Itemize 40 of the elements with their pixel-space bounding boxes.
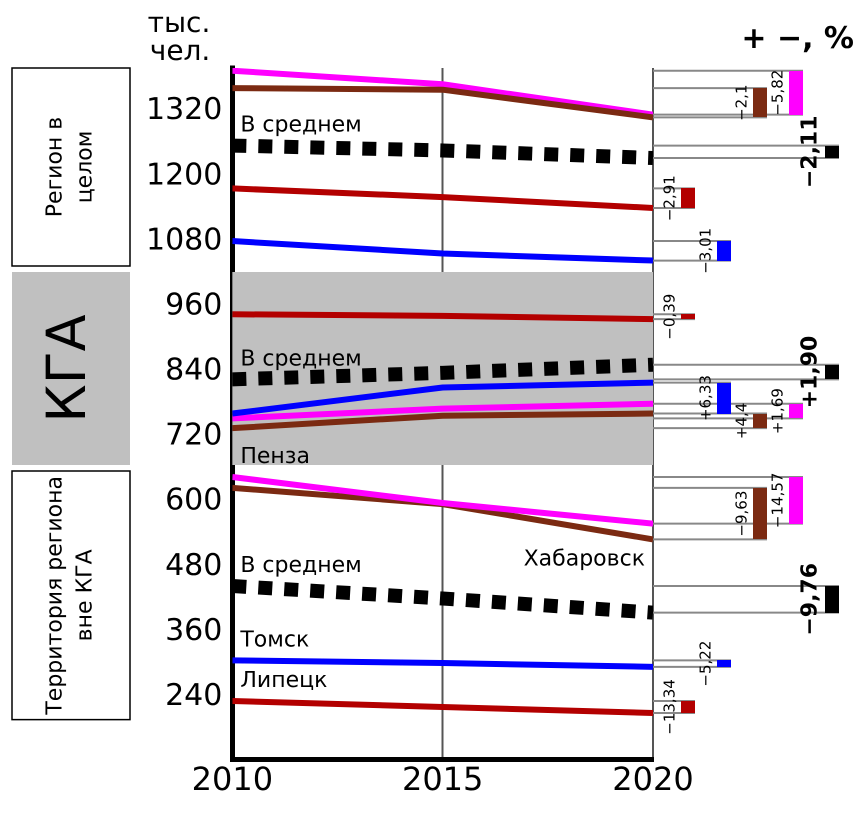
y-tick-label: 360 — [165, 612, 222, 648]
text: −3,01 — [696, 228, 714, 274]
series-label: В среднем — [240, 112, 362, 138]
text: + −, % — [741, 21, 854, 56]
text: Регион в целом — [42, 116, 98, 218]
y-tick-label: 840 — [165, 352, 222, 388]
y-tick-label: 720 — [165, 418, 222, 453]
text: −5,22 — [696, 640, 714, 687]
band-label: КГА — [35, 314, 98, 423]
text: −9,63 — [732, 490, 750, 537]
y-tick-label: 480 — [165, 548, 222, 583]
text: −2,1 — [732, 84, 750, 121]
y-tick-label: 1320 — [146, 92, 222, 128]
text: −2,91 — [660, 175, 678, 222]
x-tick-label: 2020 — [612, 760, 694, 798]
text: −14,57 — [768, 472, 786, 528]
text: +4,4 — [732, 402, 750, 440]
series-label: В среднем — [240, 553, 362, 578]
y-tick-label: 960 — [165, 287, 222, 322]
text: +1,90 — [798, 336, 823, 408]
x-tick-label: 2010 — [192, 760, 274, 798]
text: Территория региона вне КГА — [42, 476, 98, 716]
series-label: Пенза — [240, 444, 310, 469]
text: +6,33 — [696, 375, 714, 422]
series-label: Томск — [239, 627, 310, 652]
y-tick-label: 1080 — [146, 222, 222, 258]
text: −0,39 — [660, 294, 678, 340]
series-label: Липецк — [240, 668, 328, 694]
text: +1,69 — [768, 388, 786, 434]
y-tick-label: 240 — [165, 678, 222, 714]
series-label: Хабаровск — [524, 546, 645, 572]
y-tick-label: 600 — [165, 482, 222, 518]
y-axis-title: тыс. чел. — [148, 6, 210, 67]
text: −13,34 — [660, 679, 678, 735]
text: −2,11 — [798, 115, 823, 188]
text: −9,76 — [798, 562, 823, 636]
y-tick-label: 1200 — [146, 157, 222, 192]
text: −5,82 — [768, 70, 786, 116]
series-label: В среднем — [240, 346, 362, 372]
x-tick-label: 2015 — [402, 760, 484, 798]
